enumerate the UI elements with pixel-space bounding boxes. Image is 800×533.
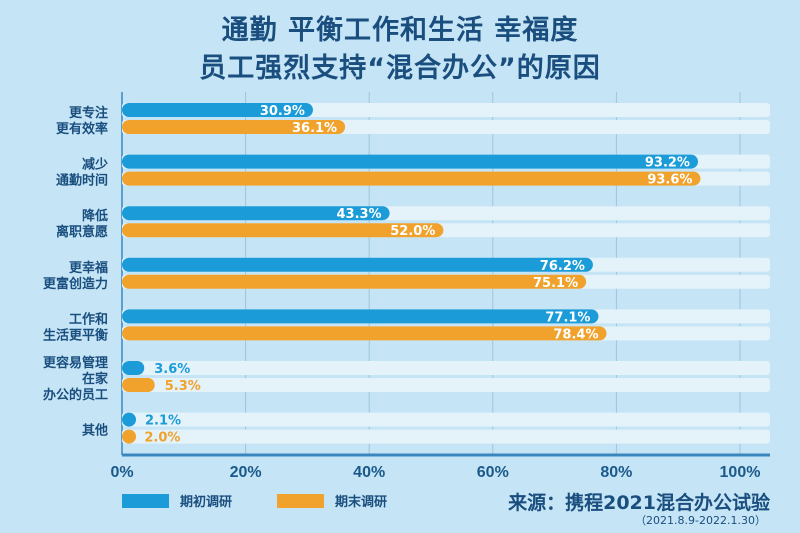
bar-start — [122, 361, 145, 375]
category-label: 生活更平衡 — [43, 327, 108, 343]
bar-track — [122, 412, 770, 427]
legend-swatch — [277, 494, 324, 508]
data-label: 93.2% — [645, 156, 690, 171]
data-label: 36.1% — [292, 121, 337, 136]
bar-end — [122, 274, 587, 289]
x-tick-label: 40% — [353, 464, 385, 481]
category-label: 降低 — [82, 208, 108, 224]
data-label: 2.0% — [144, 431, 180, 446]
x-tick-label: 60% — [477, 464, 509, 481]
x-tick-label: 0% — [110, 464, 133, 481]
bar-start — [122, 154, 698, 169]
chart-title: 通勤 平衡工作和生活 幸福度 — [221, 15, 579, 46]
category-label: 更容易管理 — [43, 355, 108, 371]
legend-label: 期末调研 — [335, 494, 387, 510]
data-label: 77.1% — [545, 310, 590, 325]
data-label: 78.4% — [553, 327, 598, 342]
x-tick-label: 100% — [720, 464, 761, 481]
category-label: 通勤时间 — [56, 173, 108, 189]
bar-start — [122, 103, 313, 117]
bar-start — [122, 309, 599, 324]
data-label: 43.3% — [336, 207, 381, 222]
bar-end — [122, 171, 701, 186]
bar-end — [122, 223, 444, 238]
category-label: 更幸福 — [69, 260, 108, 276]
bar-end — [122, 378, 155, 392]
data-label: 76.2% — [540, 259, 585, 274]
legend-label: 期初调研 — [180, 494, 232, 510]
category-label: 在家 — [82, 371, 109, 387]
bar-track — [122, 361, 770, 375]
category-label: 减少 — [82, 157, 108, 173]
data-label: 52.0% — [390, 224, 435, 239]
bar-end — [122, 429, 136, 444]
bar-start — [122, 206, 390, 221]
data-label: 5.3% — [165, 379, 201, 394]
category-label: 其他 — [82, 423, 108, 439]
data-label: 2.1% — [145, 414, 181, 429]
bar-end — [122, 120, 346, 134]
data-label: 93.6% — [647, 173, 692, 188]
x-tick-label: 20% — [230, 464, 262, 481]
data-label: 30.9% — [260, 104, 305, 119]
bar-start — [122, 412, 136, 427]
data-label: 75.1% — [533, 276, 578, 291]
category-label: 更有效率 — [56, 121, 108, 137]
x-tick-label: 80% — [600, 464, 632, 481]
category-label: 更专注 — [69, 105, 108, 121]
category-label: 工作和 — [69, 311, 108, 327]
data-label: 3.6% — [154, 362, 190, 377]
chart-subtitle: 员工强烈支持“混合办公”的原因 — [199, 53, 601, 84]
source-text: 来源：携程2021混合办公试验 — [508, 492, 770, 514]
bar-track — [122, 429, 770, 444]
bar-start — [122, 257, 593, 272]
legend-swatch — [122, 494, 169, 508]
category-label: 离职意愿 — [56, 224, 108, 240]
source-date: （2021.8.9-2022.1.30） — [635, 514, 766, 527]
category-label: 更富创造力 — [43, 276, 108, 292]
category-label: 办公的员工 — [43, 387, 108, 403]
bar-end — [122, 326, 607, 341]
bar-track — [122, 378, 770, 392]
